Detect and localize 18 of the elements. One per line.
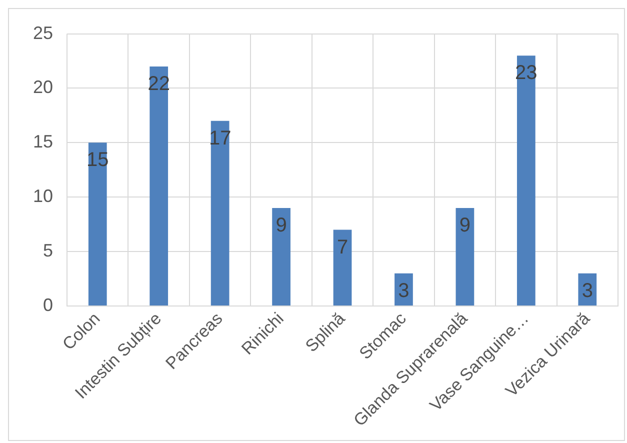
- y-tick-label: 0: [43, 294, 54, 315]
- data-label: 3: [398, 280, 410, 302]
- data-label: 7: [336, 236, 348, 258]
- bar: [456, 208, 474, 306]
- y-tick-label: 10: [32, 186, 54, 206]
- data-label: 9: [276, 214, 287, 237]
- bar: [210, 120, 230, 306]
- bar: [516, 56, 536, 306]
- y-tick-label: 25: [32, 22, 54, 43]
- bar: [272, 208, 290, 306]
- bar: [88, 142, 107, 306]
- bar: [150, 66, 168, 306]
- data-label: 9: [459, 214, 471, 237]
- data-label: 3: [582, 280, 593, 302]
- bar: [333, 230, 352, 306]
- y-tick-label: 20: [32, 77, 54, 98]
- y-tick-label: 5: [43, 240, 54, 261]
- y-tick-label: 15: [32, 132, 54, 152]
